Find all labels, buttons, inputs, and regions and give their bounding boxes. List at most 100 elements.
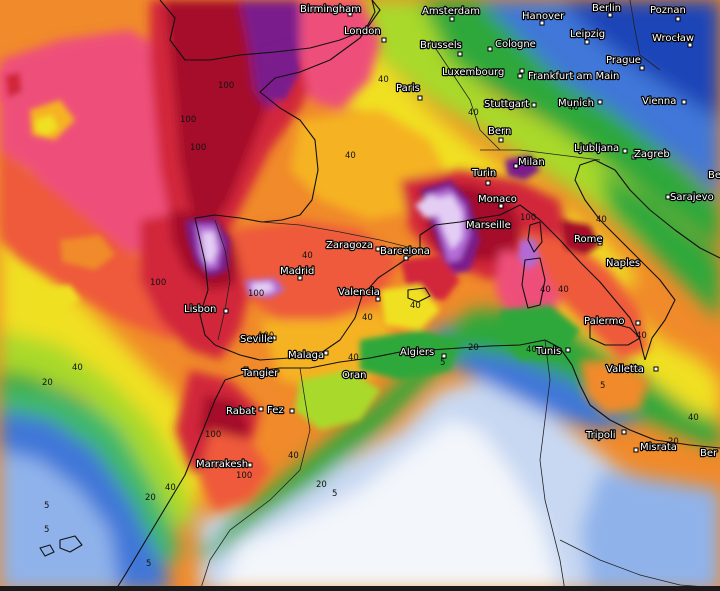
border-algeria-morocco [199, 367, 311, 591]
border-alps [480, 149, 601, 161]
city-dot [687, 42, 693, 48]
city-label-poznan: Poznan [650, 5, 686, 16]
contour-label: 100 [248, 289, 264, 299]
city-label-vienna: Vienna [642, 96, 676, 107]
field-pink-england [300, 0, 380, 110]
contour-label: 40 [636, 331, 647, 341]
city-dot [271, 335, 277, 341]
field-red-atlantic-speckle [5, 72, 22, 98]
field-orange-sicily-malta [580, 360, 650, 415]
contour-label: 100 [150, 278, 166, 288]
coastline-france-mediterranean [419, 214, 501, 250]
contour-label: 40 [345, 151, 356, 161]
city-label-malaga: Malaga [288, 350, 324, 361]
city-dot [323, 350, 329, 356]
contour-label: 20 [316, 480, 327, 490]
city-dot [607, 12, 613, 18]
city-dot [584, 39, 590, 45]
city-dot [513, 163, 519, 169]
field-lavender-iberia-central [252, 282, 275, 294]
city-label-prague: Prague [606, 55, 641, 66]
city-dot [247, 462, 253, 468]
coastline-iberia-north [194, 214, 263, 223]
city-dot [457, 51, 463, 57]
coastline-canary-2 [39, 544, 55, 557]
contour-label: 5 [600, 381, 605, 391]
city-dot [665, 194, 671, 200]
field-violet-corsica [518, 238, 540, 270]
contour-label: 40 [165, 483, 176, 493]
contour-label: 100 [236, 471, 252, 481]
city-dot [417, 95, 423, 101]
city-label-oran: Oran [342, 370, 366, 381]
contour-label: 40 [558, 285, 569, 295]
city-markers: Birmingham Amsterdam Hanover Berlin Pozn… [183, 2, 720, 471]
city-label-rome: Rome [574, 234, 603, 245]
city-label-stuttgart: Stuttgart [484, 99, 529, 110]
contour-label: 5 [440, 358, 445, 368]
coastline-balearic [407, 287, 431, 303]
coastline-iberia-south [214, 249, 421, 361]
city-dot [474, 220, 480, 226]
city-label-ber: Ber [700, 448, 718, 459]
city-label-tunis: Tunis [535, 346, 561, 357]
field-lime-algeria [295, 370, 380, 430]
field-red-morocco-coast [200, 430, 270, 510]
city-dot [498, 137, 504, 143]
city-dot [359, 371, 365, 377]
city-label-seville: Seville [240, 334, 273, 345]
city-dot [498, 203, 504, 209]
city-label-bern: Bern [488, 126, 511, 137]
city-dot [297, 275, 303, 281]
city-dot [381, 37, 387, 43]
city-dot [258, 406, 264, 412]
contour-label: 20 [668, 437, 679, 447]
bottom-strip [0, 586, 720, 591]
coastline-morocco-atlantic [114, 379, 226, 591]
city-dot [621, 429, 627, 435]
city-label-ljubljana: Ljubljana [574, 143, 619, 154]
field-green-tunisia [500, 305, 580, 360]
city-dot [613, 259, 619, 265]
contour-label: 40 [688, 413, 699, 423]
city-dot [289, 408, 295, 414]
field-deep-blue-northeast [560, 0, 720, 120]
city-dot [597, 240, 603, 246]
contour-label: 100 [520, 213, 536, 223]
contour-label: 40 [468, 108, 479, 118]
city-dot [681, 99, 687, 105]
coastline-france-biscay [259, 0, 381, 223]
field-lightest-sahara [220, 420, 560, 591]
city-label-monaco: Monaco [478, 194, 517, 205]
field-red-italy-west [520, 230, 650, 360]
city-dot [375, 296, 381, 302]
contour-label: 40 [362, 313, 373, 323]
geography-lines [39, 0, 720, 591]
city-label-luxembourg: Luxembourg [442, 67, 504, 78]
coastline-britain [159, 0, 376, 61]
city-dot [223, 308, 229, 314]
contour-label: 40 [72, 363, 83, 373]
city-label-valencia: Valencia [338, 287, 380, 298]
contour-label: 40 [540, 285, 551, 295]
border-germany-poland [629, 0, 661, 71]
field-orange-atlantic-speckle-2 [60, 235, 115, 270]
coastline-italy-west [499, 204, 646, 361]
city-dot [347, 11, 353, 17]
city-label-marseille: Marseille [466, 220, 511, 231]
contour-label: 40 [348, 353, 359, 363]
city-dot [441, 353, 447, 359]
contour-label: 20 [468, 343, 479, 353]
city-dot [449, 16, 455, 22]
coastline-portugal-west [194, 217, 216, 346]
city-label-algiers: Algiers [400, 347, 434, 358]
border-spain-france [261, 221, 421, 251]
city-label-leipzig: Leipzig [570, 29, 605, 40]
city-dot [375, 246, 381, 252]
city-label-sarajevo: Sarajevo [670, 192, 714, 203]
field-lime-atlantic [0, 330, 195, 530]
city-dot [485, 180, 491, 186]
